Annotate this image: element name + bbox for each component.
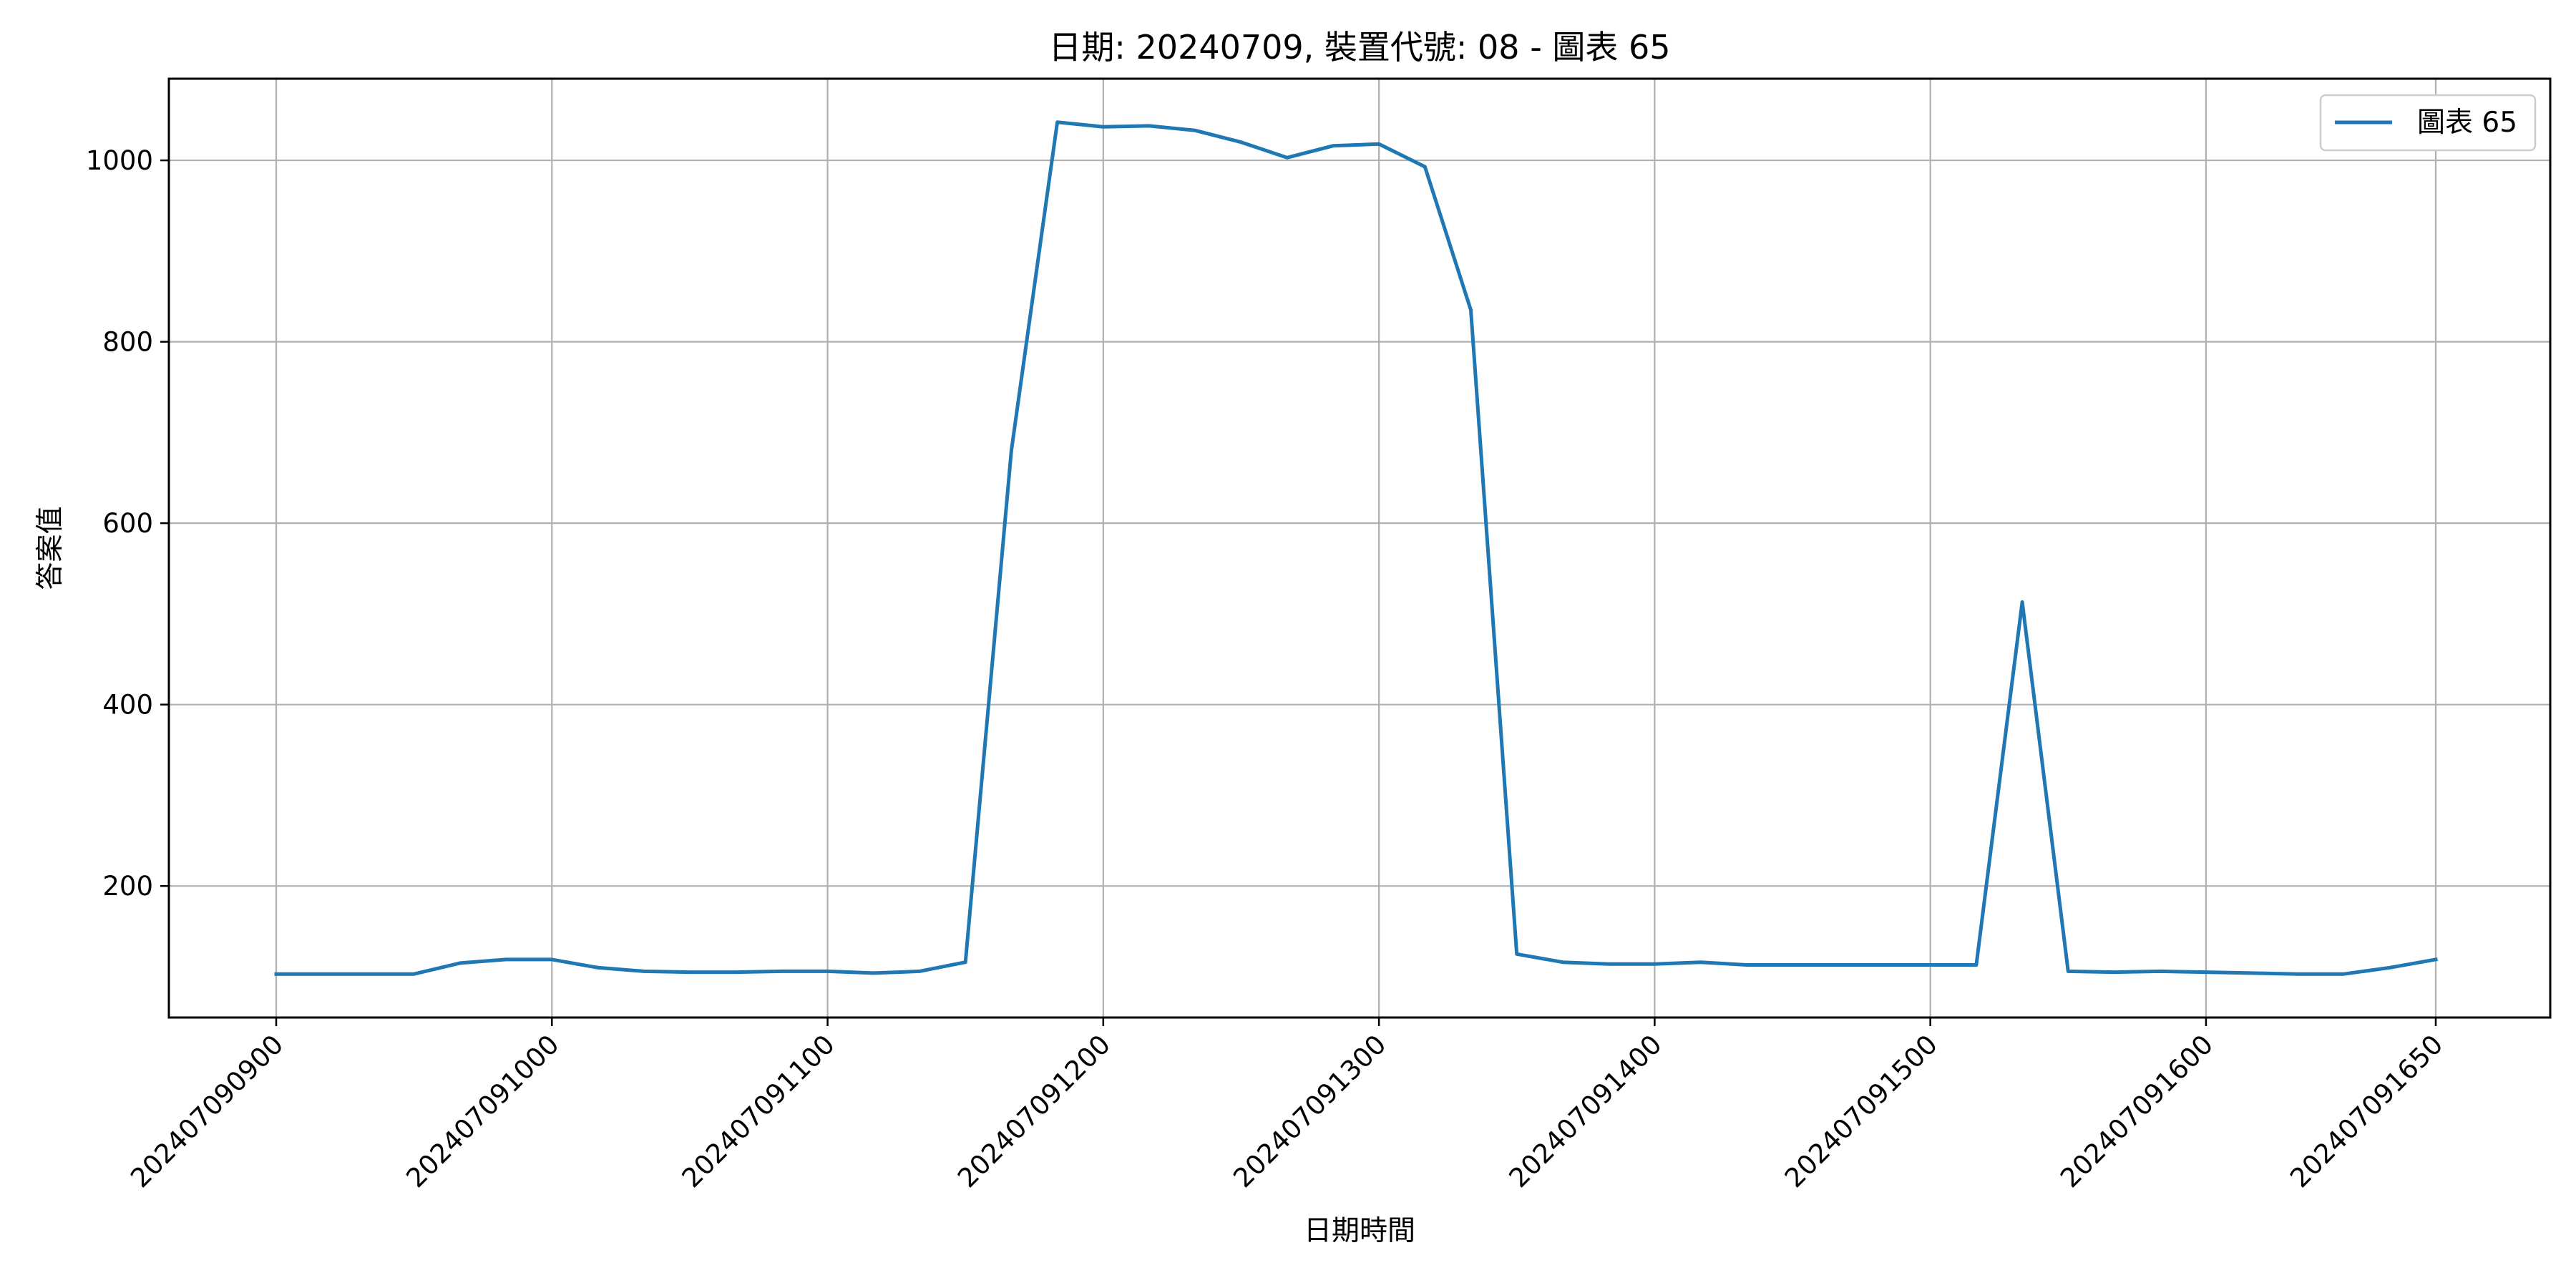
y-axis: 200 400 600 800 1000 <box>86 145 169 902</box>
y-tick-label: 400 <box>102 690 153 721</box>
plot-frame <box>167 77 2552 1019</box>
grid <box>169 79 2550 1018</box>
series-line <box>274 120 2438 976</box>
y-axis-title: 答案值 <box>34 506 67 590</box>
legend-box <box>2319 94 2537 152</box>
y-tick-label: 600 <box>102 508 153 539</box>
y-tick-label: 200 <box>102 871 153 902</box>
x-axis-title: 日期時間 <box>1304 1215 1415 1247</box>
y-tick-label: 1000 <box>86 145 153 176</box>
legend: 圖表 65 <box>2319 94 2537 152</box>
legend-label: 圖表 65 <box>2417 107 2517 139</box>
series-layer <box>274 120 2438 976</box>
y-tick-label: 800 <box>102 327 153 358</box>
chart-title: 日期: 20240709, 裝置代號: 08 - 圖表 65 <box>1048 28 1670 67</box>
